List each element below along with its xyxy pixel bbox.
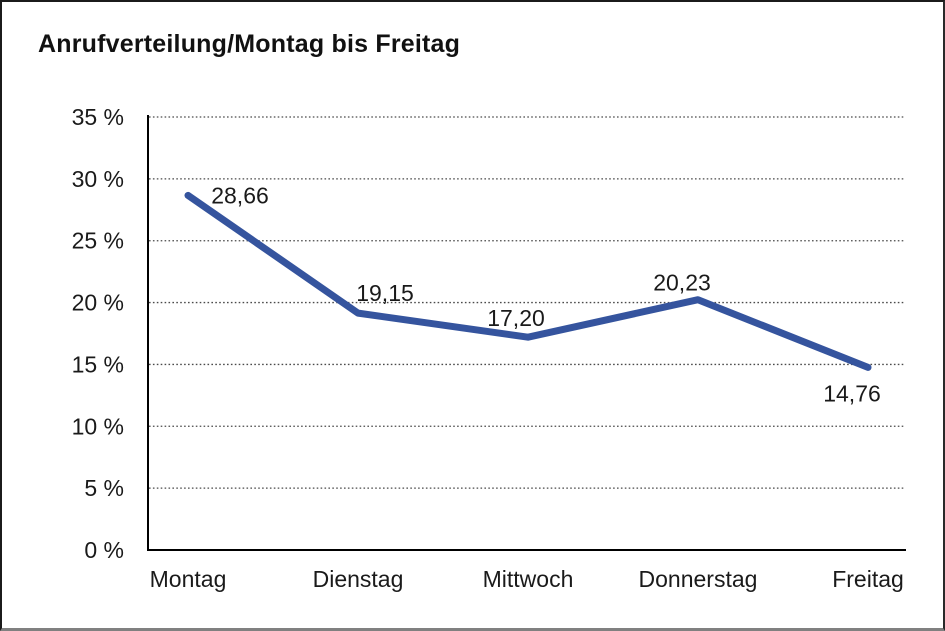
y-tick-label: 10 %: [72, 413, 124, 439]
y-tick-label: 25 %: [72, 228, 124, 254]
x-category-label: Donnerstag: [639, 566, 758, 592]
y-tick-label: 35 %: [72, 104, 124, 130]
x-category-label: Montag: [150, 566, 227, 592]
x-category-label: Mittwoch: [483, 566, 574, 592]
y-tick-label: 0 %: [84, 537, 124, 563]
y-tick-label: 5 %: [84, 475, 124, 501]
y-tick-label: 20 %: [72, 290, 124, 316]
data-point-label: 14,76: [823, 380, 881, 406]
data-point-label: 17,20: [487, 305, 545, 331]
data-point-label: 20,23: [653, 270, 711, 296]
data-point-label: 19,15: [356, 280, 414, 306]
x-category-label: Dienstag: [313, 566, 404, 592]
data-series-line: [184, 191, 872, 371]
y-tick-label: 15 %: [72, 351, 124, 377]
chart-title: Anrufverteilung/Montag bis Freitag: [38, 30, 461, 58]
x-category-label: Freitag: [832, 566, 904, 592]
y-tick-label: 30 %: [72, 166, 124, 192]
data-point-label: 28,66: [211, 182, 269, 208]
